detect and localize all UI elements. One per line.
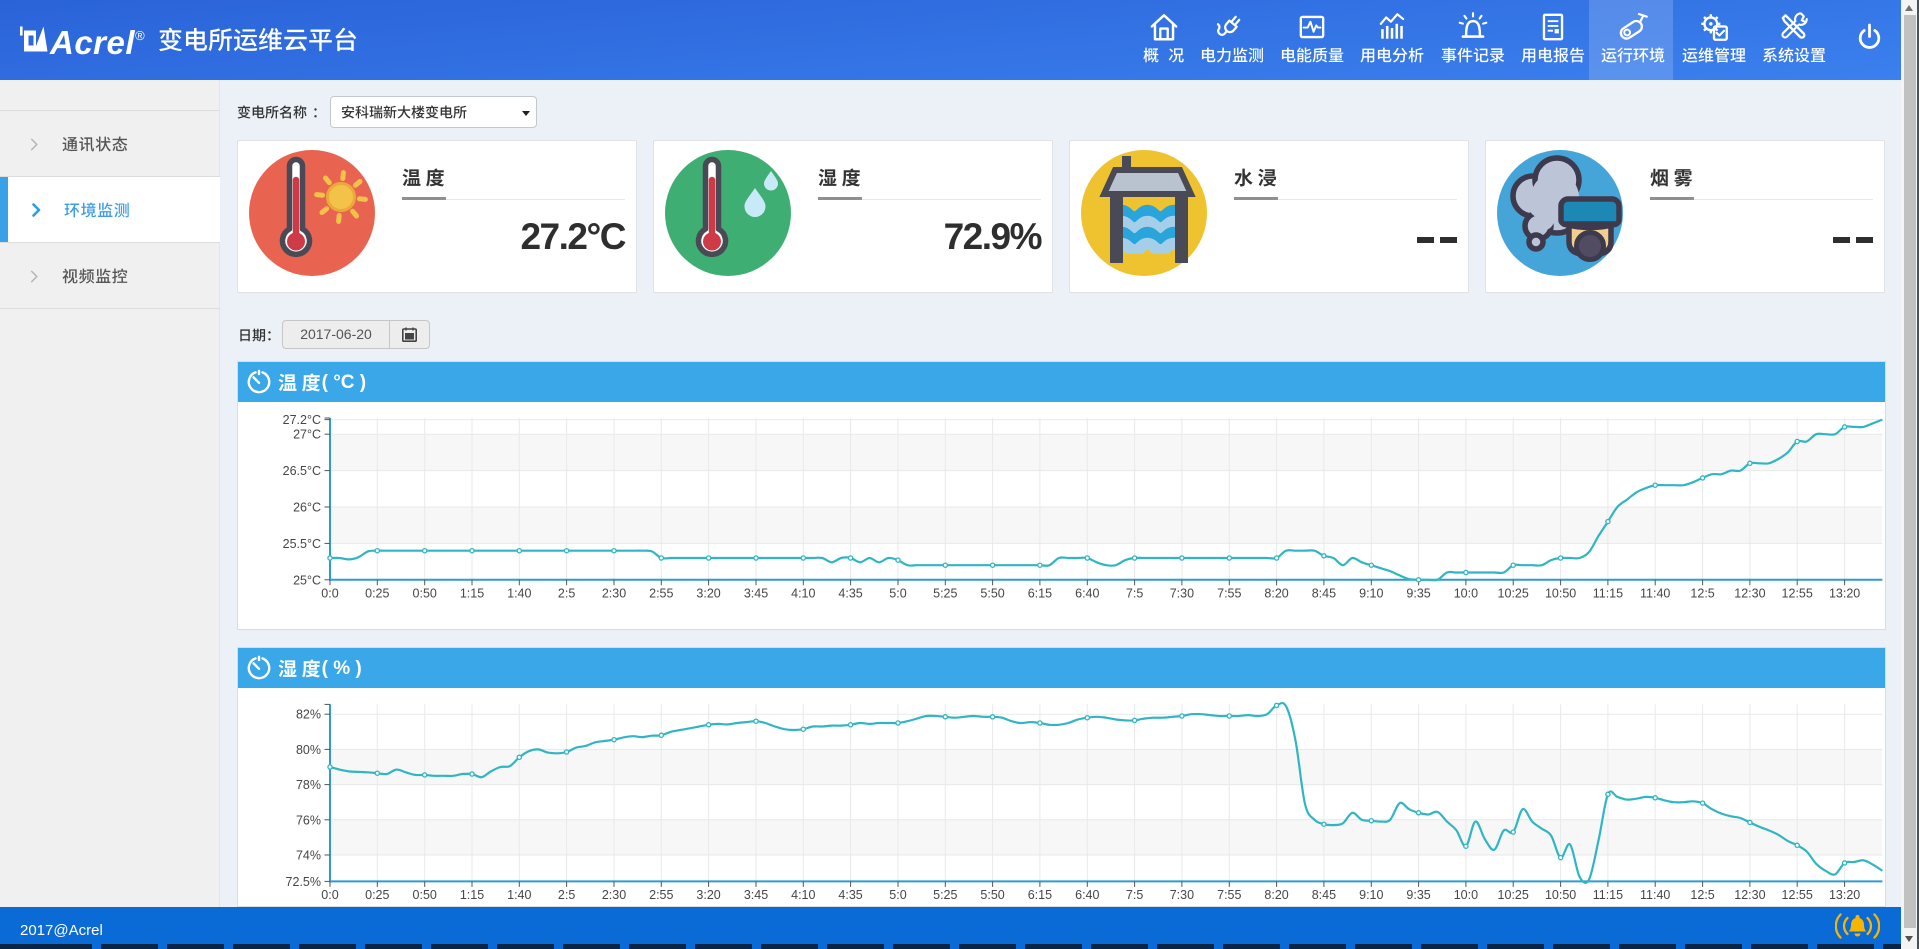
svg-text:12:5: 12:5 [1690,888,1714,902]
svg-text:26.5°C: 26.5°C [283,464,321,478]
svg-text:1:15: 1:15 [460,888,484,902]
svg-text:11:40: 11:40 [1640,888,1670,902]
svg-text:10:0: 10:0 [1454,888,1478,902]
svg-text:13:20: 13:20 [1829,586,1860,600]
svg-text:2:55: 2:55 [649,586,673,600]
svg-text:3:20: 3:20 [696,888,720,902]
svg-text:10:25: 10:25 [1498,586,1529,600]
svg-text:1:40: 1:40 [507,888,531,902]
svg-text:0:25: 0:25 [365,888,389,902]
svg-text:5:0: 5:0 [889,888,906,902]
svg-text:9:35: 9:35 [1406,888,1430,902]
svg-text:3:45: 3:45 [744,586,768,600]
svg-text:6:40: 6:40 [1075,888,1099,902]
svg-text:12:5: 12:5 [1690,586,1714,600]
svg-text:0:50: 0:50 [413,586,437,600]
svg-text:3:45: 3:45 [744,888,768,902]
svg-text:0:0: 0:0 [321,888,338,902]
svg-text:2:5: 2:5 [558,586,575,600]
svg-text:0:25: 0:25 [365,586,389,600]
svg-text:10:50: 10:50 [1545,888,1576,902]
svg-text:8:45: 8:45 [1312,888,1336,902]
svg-text:5:50: 5:50 [980,888,1004,902]
svg-text:7:55: 7:55 [1217,888,1241,902]
svg-text:74%: 74% [296,849,321,863]
svg-text:0:50: 0:50 [413,888,437,902]
svg-text:3:20: 3:20 [696,586,720,600]
svg-text:9:10: 9:10 [1359,586,1383,600]
svg-text:82%: 82% [296,708,321,722]
svg-text:9:10: 9:10 [1359,888,1383,902]
svg-text:4:35: 4:35 [838,586,862,600]
svg-text:11:15: 11:15 [1593,586,1623,600]
svg-text:4:10: 4:10 [791,888,815,902]
svg-text:11:40: 11:40 [1640,586,1670,600]
svg-text:12:30: 12:30 [1734,888,1765,902]
svg-text:4:10: 4:10 [791,586,815,600]
svg-text:8:45: 8:45 [1312,586,1336,600]
svg-text:6:15: 6:15 [1028,888,1052,902]
svg-text:27.2°C: 27.2°C [283,413,321,427]
svg-text:9:35: 9:35 [1406,586,1430,600]
svg-text:5:50: 5:50 [980,586,1004,600]
svg-text:10:0: 10:0 [1454,586,1478,600]
svg-text:12:55: 12:55 [1782,586,1813,600]
svg-text:10:50: 10:50 [1545,586,1576,600]
svg-text:72.5%: 72.5% [286,875,321,889]
svg-text:2:30: 2:30 [602,888,626,902]
svg-text:5:0: 5:0 [889,586,906,600]
svg-text:10:25: 10:25 [1498,888,1529,902]
svg-text:7:5: 7:5 [1126,888,1143,902]
svg-text:7:55: 7:55 [1217,586,1241,600]
svg-text:78%: 78% [296,778,321,792]
svg-text:12:30: 12:30 [1734,586,1765,600]
svg-text:26°C: 26°C [293,501,321,515]
svg-text:8:20: 8:20 [1264,888,1288,902]
svg-text:12:55: 12:55 [1782,888,1813,902]
svg-text:5:25: 5:25 [933,586,957,600]
svg-text:0:0: 0:0 [321,586,338,600]
svg-text:76%: 76% [296,813,321,827]
svg-text:27°C: 27°C [293,428,321,442]
svg-text:5:25: 5:25 [933,888,957,902]
svg-text:6:40: 6:40 [1075,586,1099,600]
svg-text:2:55: 2:55 [649,888,673,902]
svg-text:80%: 80% [296,743,321,757]
svg-text:8:20: 8:20 [1264,586,1288,600]
svg-text:2:5: 2:5 [558,888,575,902]
svg-text:11:15: 11:15 [1593,888,1623,902]
svg-text:2:30: 2:30 [602,586,626,600]
svg-text:25.5°C: 25.5°C [283,537,321,551]
svg-text:7:5: 7:5 [1126,586,1143,600]
svg-text:4:35: 4:35 [838,888,862,902]
svg-text:7:30: 7:30 [1170,888,1194,902]
svg-text:7:30: 7:30 [1170,586,1194,600]
svg-text:25°C: 25°C [293,573,321,587]
svg-text:1:40: 1:40 [507,586,531,600]
svg-text:6:15: 6:15 [1028,586,1052,600]
svg-text:13:20: 13:20 [1829,888,1860,902]
svg-text:1:15: 1:15 [460,586,484,600]
